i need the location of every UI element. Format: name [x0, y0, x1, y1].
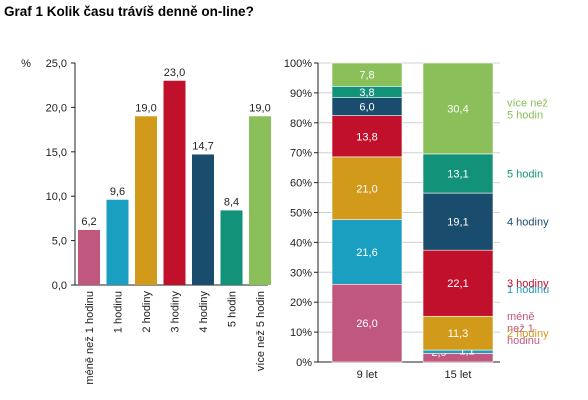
chart-title: Graf 1 Kolik času trávíš denně on-line? [4, 4, 254, 19]
y-tick-label: 90% [290, 88, 312, 100]
y-tick-label: 25,0 [46, 58, 67, 70]
x-category-label: více než 5 hodin [255, 291, 267, 371]
x-category-label: 9 let [357, 369, 378, 381]
segment-value-label: 19,1 [447, 217, 468, 229]
segment-value-label: 11,3 [448, 328, 469, 340]
bar-value-label: 23,0 [164, 67, 185, 79]
segment-value-label: 30,4 [447, 103, 468, 115]
bar-value-label: 9,6 [110, 186, 125, 198]
y-tick-label: 0% [296, 357, 312, 369]
segment-value-label: 13,8 [356, 131, 377, 143]
segment-3-hodiny-15-let [422, 249, 494, 317]
y-tick-label: 80% [290, 118, 312, 130]
legend-label-5-hodin: 5 hodin [507, 168, 543, 180]
x-category-label: 2 hodiny [141, 291, 153, 333]
segment-value-label: 21,0 [356, 183, 377, 195]
segment-1-hodinu-15-let [422, 349, 494, 354]
legend-label-1-hodinu: 1 hodinu [507, 284, 549, 296]
y-tick-label: 0,0 [52, 280, 67, 292]
bar-value-label: 19,0 [249, 102, 270, 114]
bar-mene-nez-1-hodinu [78, 229, 100, 285]
bar-value-label: 8,4 [224, 196, 239, 208]
segment-value-label: 6,0 [359, 102, 374, 114]
y-tick-label: 40% [290, 237, 312, 249]
x-category-label: 15 let [445, 369, 472, 381]
segment-vice-nez-5-hodin-9-let [331, 62, 403, 87]
x-category-label: 3 hodiny [170, 291, 182, 333]
legend-label-vice-nez-5-hodin: 5 hodin [507, 109, 543, 121]
y-tick-label: 10,0 [46, 191, 67, 203]
segment-value-label: 22,1 [447, 278, 468, 290]
x-category-label: 4 hodiny [198, 291, 210, 333]
bar-2-hodiny [135, 116, 157, 285]
segment-2-hodiny-15-let [422, 315, 494, 351]
y-tick-label: 100% [284, 58, 312, 70]
segment-mene-nez-1-hodinu-9-let [331, 283, 403, 363]
bar-1-hodinu [106, 199, 129, 285]
y-tick-label: 5,0 [52, 236, 67, 248]
segment-1-hodinu-9-let [331, 219, 403, 285]
y-unit-label: % [21, 58, 31, 70]
legend-label-4-hodiny: 4 hodiny [507, 217, 549, 229]
segment-vice-nez-5-hodin-15-let [422, 62, 494, 155]
y-tick-label: 20,0 [46, 102, 67, 114]
y-tick-label: 60% [290, 178, 312, 190]
bar-4-hodiny [192, 154, 214, 285]
segment-2-hodiny-9-let [331, 156, 403, 220]
segment-4-hodiny-15-let [422, 192, 494, 251]
bar-5-hodin [220, 210, 243, 285]
x-category-label: 1 hodinu [113, 291, 125, 333]
y-tick-label: 30% [290, 267, 312, 279]
y-tick-label: 70% [290, 148, 312, 160]
legend-label-mene-nez-1-hodinu: hodinu [507, 335, 540, 347]
stacked-bar-chart-by-age: 0% 10% 20% 30% 40% 50% 60% 70% 80% 90% 100% 26,0 21,… [284, 58, 549, 381]
legend-label-mene-nez-1-hodinu: méně [507, 311, 535, 323]
bar-value-label: 14,7 [192, 140, 213, 152]
y-tick-label: 50% [290, 208, 312, 220]
legend-label-mene-nez-1-hodinu: než 1 [507, 323, 534, 335]
x-category-label: 5 hodin [227, 291, 239, 327]
bar-chart-time-online: % 0,0 5,0 10,0 15,0 20,0 25,0 6,2 méně než 1 hod… [21, 58, 271, 385]
segment-value-label: 7,8 [359, 70, 374, 82]
legend-label-3-hodiny: 3 hodiny [507, 278, 549, 290]
legend-label-vice-nez-5-hodin: více než [507, 97, 548, 109]
x-category-label: méně než 1 hodinu [84, 291, 96, 385]
bar-value-label: 6,2 [81, 216, 96, 228]
bar-3-hodiny [163, 80, 186, 285]
segment-value-label: 13,1 [447, 168, 468, 180]
y-tick-label: 15,0 [46, 147, 67, 159]
segment-value-label: 21,6 [356, 247, 377, 259]
legend-label-2-hodiny: 2 hodiny [507, 328, 549, 340]
segment-5-hodin-15-let [422, 153, 494, 194]
segment-value-label: 26,0 [356, 318, 377, 330]
y-tick-label: 20% [290, 297, 312, 309]
y-tick-label: 10% [290, 327, 312, 339]
segment-value-label: 3,8 [359, 87, 374, 99]
bar-value-label: 19,0 [135, 102, 156, 114]
bar-vice-nez-5-hodin [249, 116, 271, 285]
